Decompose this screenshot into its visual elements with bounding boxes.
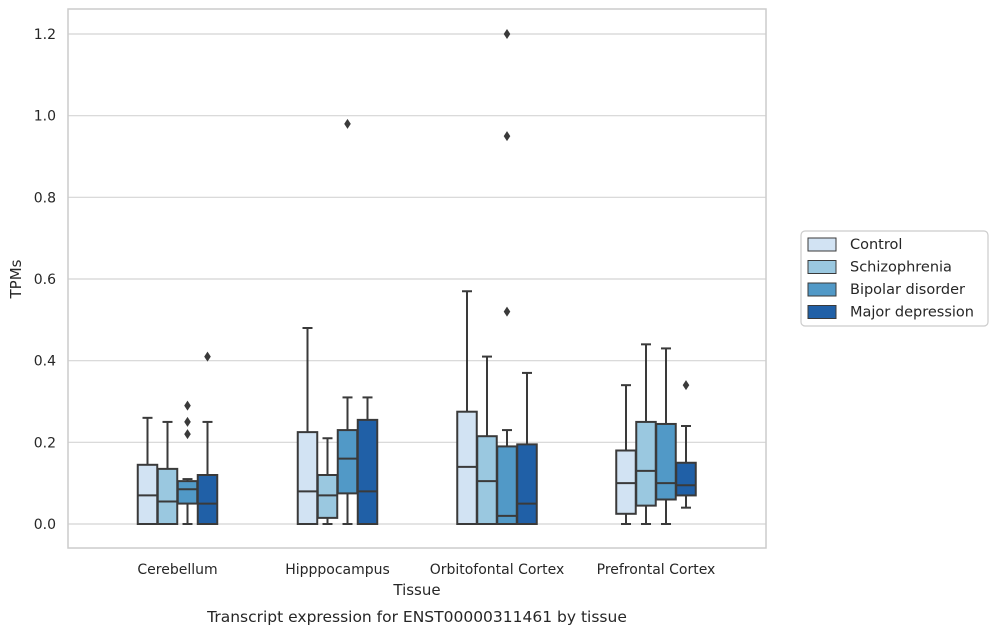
box-body — [615, 449, 637, 515]
legend-swatch — [807, 282, 837, 297]
box-body — [675, 461, 697, 497]
box — [675, 380, 697, 509]
y-tick-labels: 0.0 0.2 0.4 0.6 0.8 1.0 1.2 — [34, 27, 56, 533]
outlier-point — [503, 306, 511, 317]
x-tick-label: Hipppocampus — [285, 562, 390, 578]
legend-swatch — [807, 260, 837, 274]
box — [296, 327, 319, 525]
y-tick-label: 0.2 — [34, 435, 56, 451]
x-tick-labels: Cerebellum Hipppocampus Orbitofontal Corte… — [137, 562, 715, 578]
box — [615, 384, 637, 525]
box-series — [136, 29, 697, 526]
y-axis-label: TPMs — [7, 259, 25, 299]
y-tick-label: 0.4 — [34, 354, 56, 370]
box — [476, 355, 498, 526]
box-body — [635, 420, 657, 507]
y-tick-label: 1.0 — [34, 109, 56, 125]
legend-swatch — [807, 305, 837, 319]
outlier-point — [184, 416, 191, 427]
x-tick-label: Prefrontal Cortex — [597, 562, 716, 578]
legend-label: Major depression — [850, 305, 974, 321]
box-body — [136, 463, 159, 525]
box-body — [156, 467, 179, 525]
box-body — [336, 429, 359, 495]
chart-caption: Transcript expression for ENST0000031146… — [206, 608, 627, 626]
box — [156, 420, 179, 525]
legend-frame — [800, 230, 989, 327]
box — [196, 351, 219, 525]
outlier-point — [344, 118, 351, 129]
gridlines — [68, 33, 766, 525]
box — [176, 400, 199, 525]
legend: Control Schizophrenia Bipolar disorder Majo… — [800, 230, 989, 327]
box — [316, 437, 339, 525]
outlier-point — [503, 131, 511, 142]
y-tick-label: 0.6 — [34, 272, 56, 288]
box — [516, 371, 538, 525]
legend-swatch — [807, 237, 837, 252]
y-tick-label: 0.0 — [34, 517, 56, 533]
box — [496, 29, 518, 525]
box-body — [356, 418, 379, 525]
outlier-point — [184, 400, 191, 411]
y-tick-label: 0.8 — [34, 190, 56, 206]
outlier-point — [184, 429, 191, 440]
box — [336, 118, 359, 525]
x-tick-label: Orbitofontal Cortex — [430, 562, 565, 578]
outlier-point — [204, 351, 211, 362]
box — [635, 343, 657, 525]
box-body — [476, 435, 498, 526]
series-bipolar-disorder — [176, 29, 677, 525]
legend-label: Bipolar disorder — [850, 282, 965, 298]
box — [356, 396, 379, 525]
box — [655, 347, 677, 525]
box-body — [316, 474, 339, 519]
legend-label: Schizophrenia — [850, 260, 952, 276]
y-tick-label: 1.2 — [34, 27, 56, 43]
box-body — [655, 422, 677, 501]
box — [136, 416, 159, 525]
box-body — [456, 410, 478, 526]
legend-label: Control — [850, 237, 902, 253]
box-body — [496, 445, 518, 525]
x-axis-label: Tissue — [392, 581, 440, 599]
box — [456, 290, 478, 526]
box-body — [516, 443, 538, 525]
box-body — [296, 431, 319, 525]
series-schizophrenia — [156, 343, 657, 526]
series-major-depression — [196, 351, 697, 525]
plot-frame — [67, 8, 767, 549]
box-body — [176, 480, 199, 505]
outlier-point — [682, 380, 690, 391]
x-tick-label: Cerebellum — [137, 562, 217, 578]
box-body — [196, 474, 219, 525]
outlier-point — [503, 29, 511, 39]
